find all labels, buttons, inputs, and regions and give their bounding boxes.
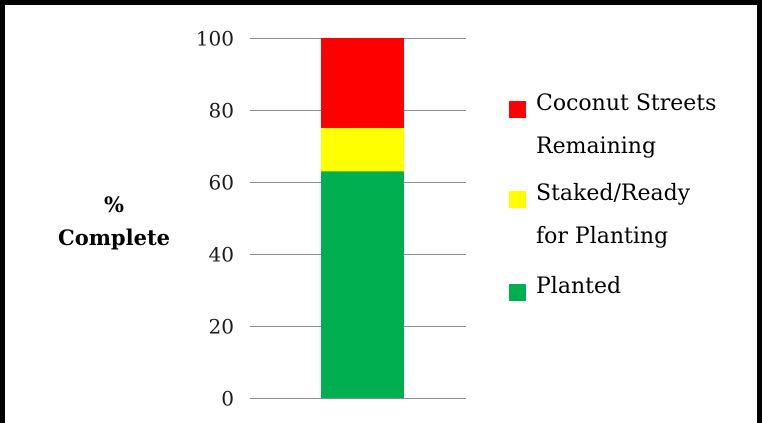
legend-label-staked-ready-for-planting-line-2: for Planting	[536, 224, 668, 249]
bar-segment-coconut-streets-remaining	[321, 38, 404, 128]
legend-label-staked-ready-for-planting-line-1: Staked/Ready	[536, 181, 691, 206]
legend-label-coconut-streets-remaining-line-2: Remaining	[536, 134, 656, 159]
legend: Coconut Streets Remaining Staked/Ready for …	[509, 91, 716, 301]
legend-label-planted-line-1: Planted	[536, 274, 621, 299]
bar-segment-staked-ready-for-planting	[321, 128, 404, 172]
y-tick-labels: 0 20 40 60 80 100	[196, 27, 234, 411]
legend-swatch-planted	[509, 284, 526, 301]
bar-segments	[321, 38, 404, 398]
y-tick-label-60: 60	[209, 171, 234, 195]
legend-swatch-coconut-streets-remaining	[509, 101, 526, 118]
y-tick-label-0: 0	[221, 387, 234, 411]
y-tick-label-40: 40	[209, 243, 234, 267]
y-tick-label-100: 100	[196, 27, 234, 51]
y-tick-label-80: 80	[209, 99, 234, 123]
y-axis-label-line-2: Complete	[58, 225, 170, 250]
legend-swatch-staked-ready-for-planting	[509, 191, 526, 208]
y-tick-label-20: 20	[209, 315, 234, 339]
bar-segment-planted	[321, 171, 404, 398]
y-axis-label-line-1: %	[104, 192, 124, 217]
legend-label-coconut-streets-remaining-line-1: Coconut Streets	[536, 91, 716, 116]
